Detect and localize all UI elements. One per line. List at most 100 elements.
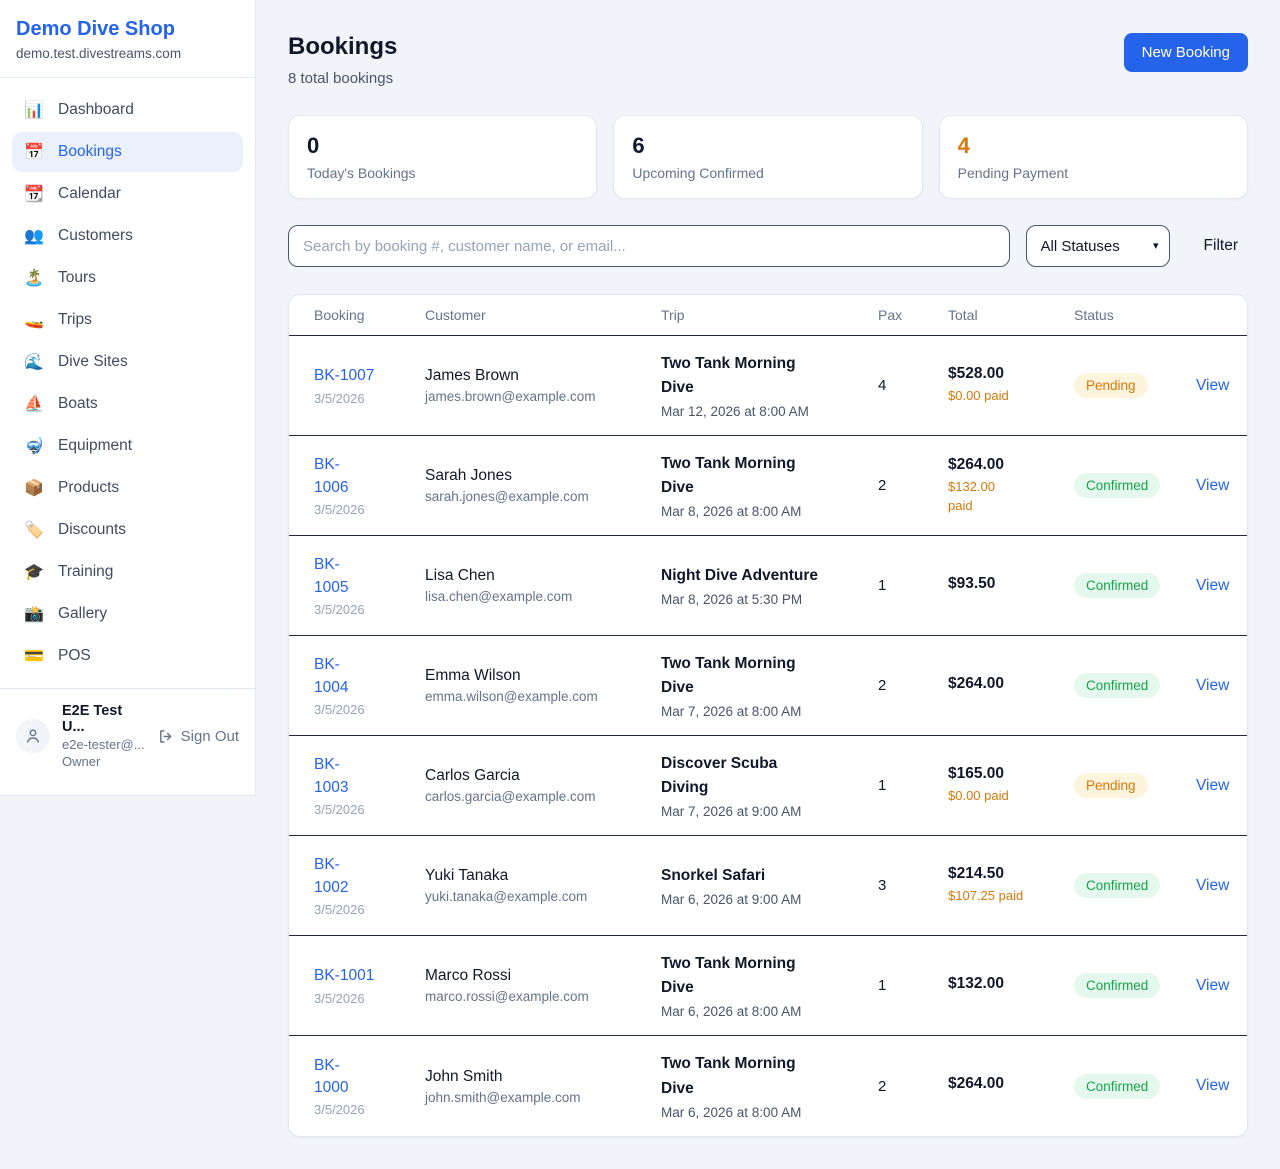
speedboat-icon: 🚤 (24, 312, 44, 329)
paid-amount: $107.25 paid (948, 888, 1024, 904)
view-link[interactable]: View (1196, 576, 1230, 594)
shop-title: Demo Dive Shop (16, 18, 175, 40)
column-header-pax: Pax (878, 307, 903, 323)
booking-number-link[interactable]: BK- 1004 (314, 656, 349, 696)
filter-button[interactable]: Filter (1194, 229, 1248, 263)
credit-card-icon: 💳 (24, 648, 44, 665)
sidebar-item-bookings[interactable]: 📅 Bookings (12, 132, 243, 172)
customer-cell: Lisa Chen lisa.chen@example.com (425, 567, 661, 604)
sidebar-nav: 📊 Dashboard 📅 Bookings 📆 Calendar 👥 Cust… (0, 78, 255, 684)
customer-email: james.brown@example.com (425, 389, 596, 404)
customer-cell: Emma Wilson emma.wilson@example.com (425, 667, 661, 704)
sidebar: Demo Dive Shop demo.test.divestreams.com… (0, 0, 256, 796)
customer-name: Lisa Chen (425, 567, 495, 584)
trip-name: Two Tank Morning Dive (661, 1055, 796, 1097)
trip-datetime: Mar 6, 2026 at 8:00 AM (661, 1004, 802, 1020)
sidebar-item-dive-sites[interactable]: 🌊 Dive Sites (12, 342, 243, 382)
pax-cell: 3 (878, 877, 887, 894)
stats-cards: 0 Today's Bookings 6 Upcoming Confirmed … (288, 115, 1248, 199)
paid-amount: $132.00 paid (948, 479, 995, 513)
status-badge: Confirmed (1074, 973, 1161, 998)
pax-cell: 1 (878, 777, 887, 794)
total-cell: $264.00 (948, 675, 1074, 697)
sign-out-button[interactable]: Sign Out (157, 728, 239, 745)
actions-cell: View (1196, 877, 1243, 895)
stat-card: 6 Upcoming Confirmed (613, 115, 923, 199)
wave-icon: 🌊 (24, 354, 44, 371)
sign-out-label: Sign Out (180, 727, 239, 745)
view-link[interactable]: View (1196, 876, 1230, 894)
people-icon: 👥 (24, 228, 44, 245)
trip-name: Two Tank Morning Dive (661, 954, 796, 996)
booking-number-link[interactable]: BK- 1000 (314, 1056, 349, 1096)
sidebar-item-gallery[interactable]: 📸 Gallery (12, 594, 243, 634)
total-cell: $165.00 $0.00 paid (948, 765, 1074, 805)
booking-number-link[interactable]: BK- 1002 (314, 856, 349, 896)
customer-email: lisa.chen@example.com (425, 589, 573, 604)
trip-name: Discover Scuba Diving (661, 754, 778, 796)
column-header-total: Total (948, 307, 978, 323)
total-amount: $132.00 (948, 974, 1005, 992)
view-link[interactable]: View (1196, 976, 1230, 994)
sidebar-item-trips[interactable]: 🚤 Trips (12, 300, 243, 340)
package-icon: 📦 (24, 480, 44, 497)
total-amount: $264.00 (948, 674, 1005, 692)
column-header-trip: Trip (661, 307, 685, 323)
pax-cell: 2 (878, 677, 887, 694)
view-link[interactable]: View (1196, 376, 1230, 394)
tear-off-calendar-icon: 📆 (24, 186, 44, 203)
sidebar-user-section: E2E Test U... e2e-tester@... Owner Sign … (0, 688, 255, 785)
sidebar-item-label: Dashboard (58, 101, 134, 118)
total-cell: $264.00 (948, 1075, 1074, 1097)
view-link[interactable]: View (1196, 476, 1230, 494)
booking-date: 3/5/2026 (314, 501, 365, 517)
actions-cell: View (1196, 677, 1243, 695)
total-cell: $528.00 $0.00 paid (948, 365, 1074, 405)
stat-label: Pending Payment (957, 165, 1069, 181)
booking-date: 3/5/2026 (314, 390, 365, 406)
trip-name: Snorkel Safari (661, 866, 766, 884)
customer-cell: Carlos Garcia carlos.garcia@example.com (425, 767, 661, 804)
table-row: BK- 1003 3/5/2026 Carlos Garcia carlos.g… (289, 736, 1247, 836)
stat-label: Upcoming Confirmed (632, 165, 764, 181)
booking-number-link[interactable]: BK- 1003 (314, 756, 349, 796)
sidebar-item-equipment[interactable]: 🤿 Equipment (12, 426, 243, 466)
sidebar-item-pos[interactable]: 💳 POS (12, 636, 243, 676)
status-badge: Confirmed (1074, 1073, 1161, 1099)
table-row: BK- 1006 3/5/2026 Sarah Jones sarah.jone… (289, 436, 1247, 536)
pax-cell: 2 (878, 477, 887, 494)
customer-cell: John Smith john.smith@example.com (425, 1068, 661, 1105)
sidebar-item-tours[interactable]: 🏝️ Tours (12, 258, 243, 298)
new-booking-button[interactable]: New Booking (1123, 33, 1248, 72)
booking-number-link[interactable]: BK-1007 (314, 367, 375, 385)
sidebar-item-boats[interactable]: ⛵ Boats (12, 384, 243, 424)
bar-chart-icon: 📊 (24, 102, 44, 119)
stat-label: Today's Bookings (307, 165, 416, 181)
view-link[interactable]: View (1196, 1077, 1230, 1094)
view-link[interactable]: View (1196, 676, 1230, 694)
booking-number-link[interactable]: BK-1001 (314, 967, 375, 985)
view-link[interactable]: View (1196, 776, 1230, 794)
customer-name: Emma Wilson (425, 667, 521, 684)
total-amount: $165.00 (948, 765, 1005, 783)
sidebar-item-products[interactable]: 📦 Products (12, 468, 243, 508)
paid-amount: $0.00 paid (948, 388, 1009, 404)
customer-cell: Yuki Tanaka yuki.tanaka@example.com (425, 867, 661, 904)
booking-number-link[interactable]: BK- 1005 (314, 556, 349, 596)
trip-datetime: Mar 6, 2026 at 8:00 AM (661, 1104, 802, 1120)
sidebar-item-label: Customers (58, 227, 133, 244)
status-badge: Confirmed (1074, 873, 1161, 898)
paid-amount: $0.00 paid (948, 788, 1009, 804)
search-input[interactable] (288, 225, 1010, 267)
booking-number-link[interactable]: BK- 1006 (314, 456, 349, 496)
sidebar-item-training[interactable]: 🎓 Training (12, 552, 243, 592)
booking-date: 3/5/2026 (314, 990, 365, 1006)
status-cell: Confirmed (1074, 1073, 1196, 1099)
status-filter-select[interactable]: All Statuses (1025, 225, 1170, 267)
sidebar-item-customers[interactable]: 👥 Customers (12, 216, 243, 256)
sidebar-item-calendar[interactable]: 📆 Calendar (12, 174, 243, 214)
sidebar-item-discounts[interactable]: 🏷️ Discounts (12, 510, 243, 550)
sidebar-item-dashboard[interactable]: 📊 Dashboard (12, 90, 243, 130)
actions-cell: View (1196, 777, 1243, 795)
table-row: BK- 1000 3/5/2026 John Smith john.smith@… (289, 1036, 1247, 1136)
